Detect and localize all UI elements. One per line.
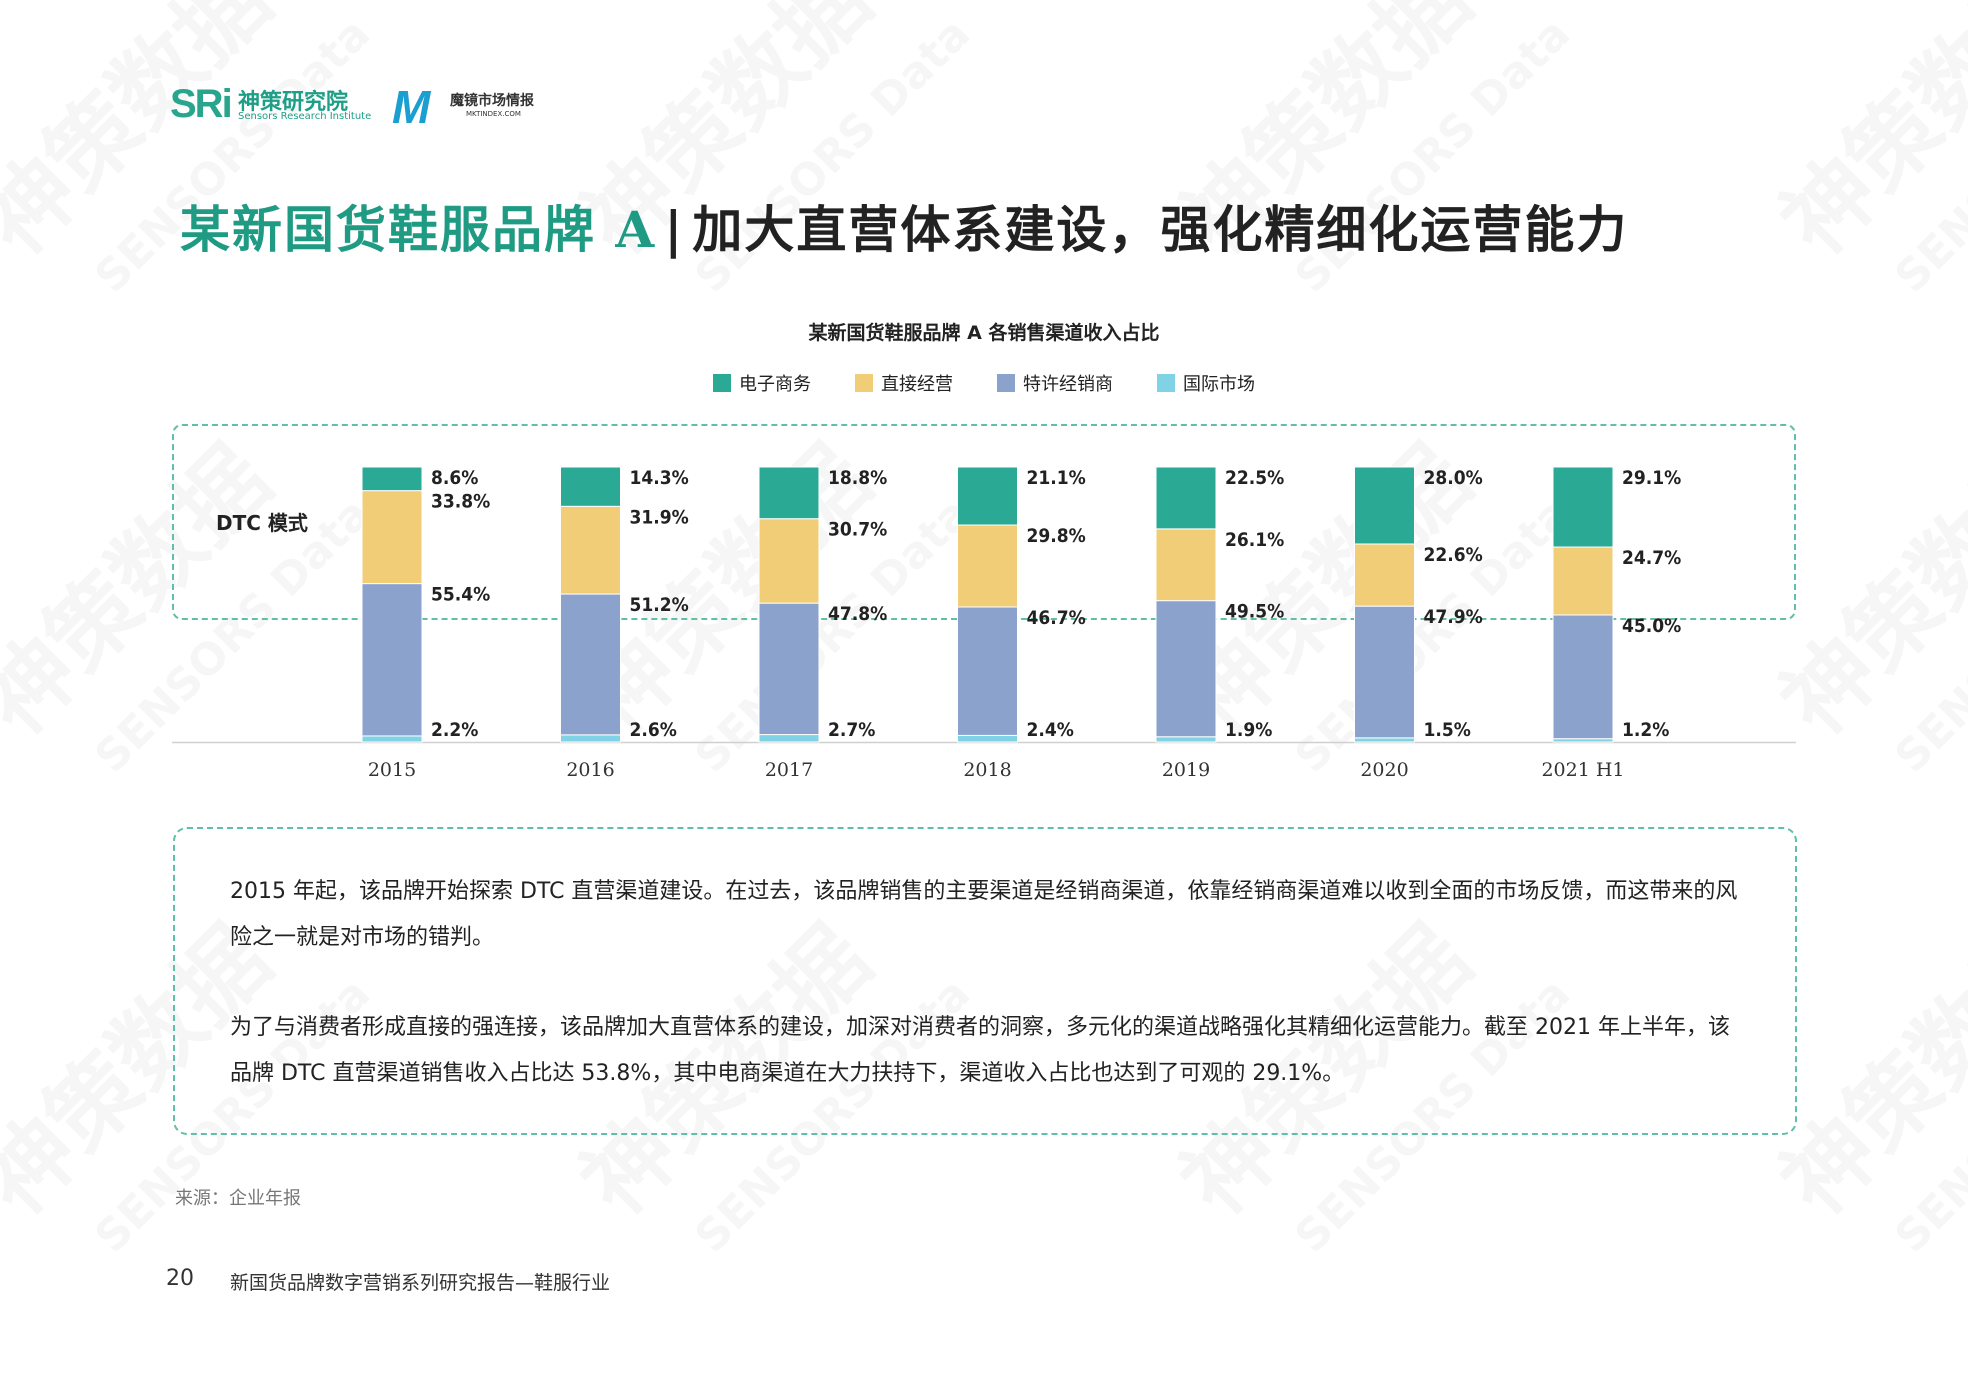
bar-segment — [758, 466, 820, 520]
data-label: 49.5% — [1225, 601, 1284, 623]
legend-item: 特许经销商 — [997, 370, 1113, 396]
mktindex-logo-name: 魔镜市场情报 — [450, 93, 534, 109]
x-tick-label: 2018 — [963, 759, 1011, 781]
bar-segment — [361, 466, 423, 492]
bar-segment — [560, 593, 621, 736]
watermark-text: SENSORS Data — [1885, 8, 1968, 303]
bar-segment — [560, 734, 621, 743]
x-tick-label: 2015 — [368, 759, 416, 781]
legend-swatch — [997, 374, 1015, 392]
report-name: 新国货品牌数字营销系列研究报告—鞋服行业 — [230, 1272, 611, 1294]
data-label: 24.7% — [1622, 547, 1681, 569]
data-label: 8.6% — [431, 467, 478, 489]
data-label: 51.2% — [630, 594, 689, 616]
bar-segment — [758, 518, 820, 604]
data-label: 2.6% — [630, 719, 677, 741]
bar-segment — [1155, 528, 1217, 602]
bar-segment — [1155, 600, 1217, 738]
dtc-annotation: DTC 模式 — [216, 511, 308, 535]
data-label: 45.0% — [1622, 615, 1681, 637]
chart-title: 某新国货鞋服品牌 A 各销售渠道收入占比 — [808, 322, 1160, 344]
bar-segment — [1552, 466, 1614, 548]
data-label: 2.7% — [828, 719, 875, 741]
bar-segment — [1354, 605, 1415, 739]
x-tick-label: 2020 — [1360, 759, 1408, 781]
legend-swatch — [713, 374, 731, 392]
source-note: 来源：企业年报 — [175, 1188, 301, 1209]
stacked-bar-chart: 2.2% 55.4% 33.8%8.6% 2015 2.6% 51.2% 31.9% 14.3… — [172, 466, 1796, 781]
bar-segment — [957, 524, 1018, 608]
bar-segment — [1155, 736, 1217, 743]
data-label: 46.7% — [1027, 607, 1086, 629]
data-label: 22.5% — [1225, 467, 1284, 489]
legend-label: 直接经营 — [881, 374, 953, 395]
page-title: 某新国货鞋服品牌 A | 加大直营体系建设，强化精细化运营能力 — [180, 190, 1790, 262]
data-label: 31.9% — [630, 506, 689, 528]
legend-label: 特许经销商 — [1023, 374, 1113, 395]
page-title-rest: 加大直营体系建设，强化精细化运营能力 — [692, 200, 1629, 259]
bar-segment — [957, 734, 1018, 743]
x-tick-label: 2021 H1 — [1541, 759, 1624, 781]
data-label: 28.0% — [1424, 467, 1483, 489]
bar-segment — [1552, 546, 1614, 616]
bar-segment — [1354, 466, 1415, 545]
page-title-separator: | — [664, 200, 685, 259]
bar-segment — [361, 735, 423, 743]
page-title-highlight: 某新国货鞋服品牌 A — [180, 200, 657, 259]
legend-item: 电子商务 — [713, 370, 811, 396]
legend-item: 直接经营 — [855, 370, 953, 396]
x-tick-label: 2019 — [1162, 759, 1210, 781]
x-tick-label: 2016 — [566, 759, 614, 781]
x-tick-label: 2017 — [765, 759, 813, 781]
watermark-text: SENSORS Data — [1885, 968, 1968, 1263]
sri-logo-name: 神策研究院 — [238, 90, 349, 115]
data-label: 1.2% — [1622, 719, 1669, 741]
data-label: 29.8% — [1027, 525, 1086, 547]
bar-segment — [560, 466, 621, 507]
data-label: 47.8% — [828, 603, 887, 625]
bar-segment — [758, 734, 820, 743]
page-number: 20 — [166, 1266, 194, 1291]
data-label: 1.9% — [1225, 719, 1272, 741]
legend-label: 电子商务 — [739, 374, 811, 395]
description-paragraph-2: 为了与消费者形成直接的强连接，该品牌加大直营体系的建设，加深对消费者的洞察，多元… — [230, 1015, 1730, 1086]
data-label: 26.1% — [1225, 529, 1284, 551]
data-label: 29.1% — [1622, 467, 1681, 489]
chart-legend: 电子商务 直接经营 特许经销商 国际市场 — [0, 370, 1968, 396]
bar-segment — [1354, 543, 1415, 607]
legend-item: 国际市场 — [1157, 370, 1255, 396]
data-label: 55.4% — [431, 584, 490, 606]
bar-segment — [758, 602, 820, 736]
mktindex-logo-icon: M — [392, 81, 431, 133]
bar-segment — [1552, 614, 1614, 740]
description-box: 2015 年起，该品牌开始探索 DTC 直营渠道建设。在过去，该品牌销售的主要渠… — [173, 827, 1797, 1135]
sri-logo-subtitle: Sensors Research Institute — [238, 111, 372, 122]
mktindex-logo-url: MKTINDEX.COM — [466, 110, 521, 118]
data-label: 21.1% — [1027, 467, 1086, 489]
data-label: 30.7% — [828, 519, 887, 541]
sri-logo-mark: SRi — [170, 82, 233, 126]
bar-segment — [361, 583, 423, 737]
data-label: 2.2% — [431, 719, 478, 741]
legend-swatch — [855, 374, 873, 392]
bar-segment — [1155, 466, 1217, 530]
data-label: 2.4% — [1027, 719, 1074, 741]
data-label: 22.6% — [1424, 544, 1483, 566]
bar-segment — [560, 505, 621, 595]
legend-swatch — [1157, 374, 1175, 392]
data-label: 47.9% — [1424, 606, 1483, 628]
description-paragraph-1: 2015 年起，该品牌开始探索 DTC 直营渠道建设。在过去，该品牌销售的主要渠… — [230, 879, 1738, 950]
bar-segment — [957, 466, 1018, 526]
data-label: 33.8% — [431, 491, 490, 513]
data-label: 14.3% — [630, 467, 689, 489]
bar-segment — [957, 606, 1018, 736]
data-label: 18.8% — [828, 467, 887, 489]
bar-segment — [361, 490, 423, 585]
legend-label: 国际市场 — [1183, 374, 1255, 395]
bar-segment — [1354, 737, 1415, 743]
data-label: 1.5% — [1424, 719, 1471, 741]
